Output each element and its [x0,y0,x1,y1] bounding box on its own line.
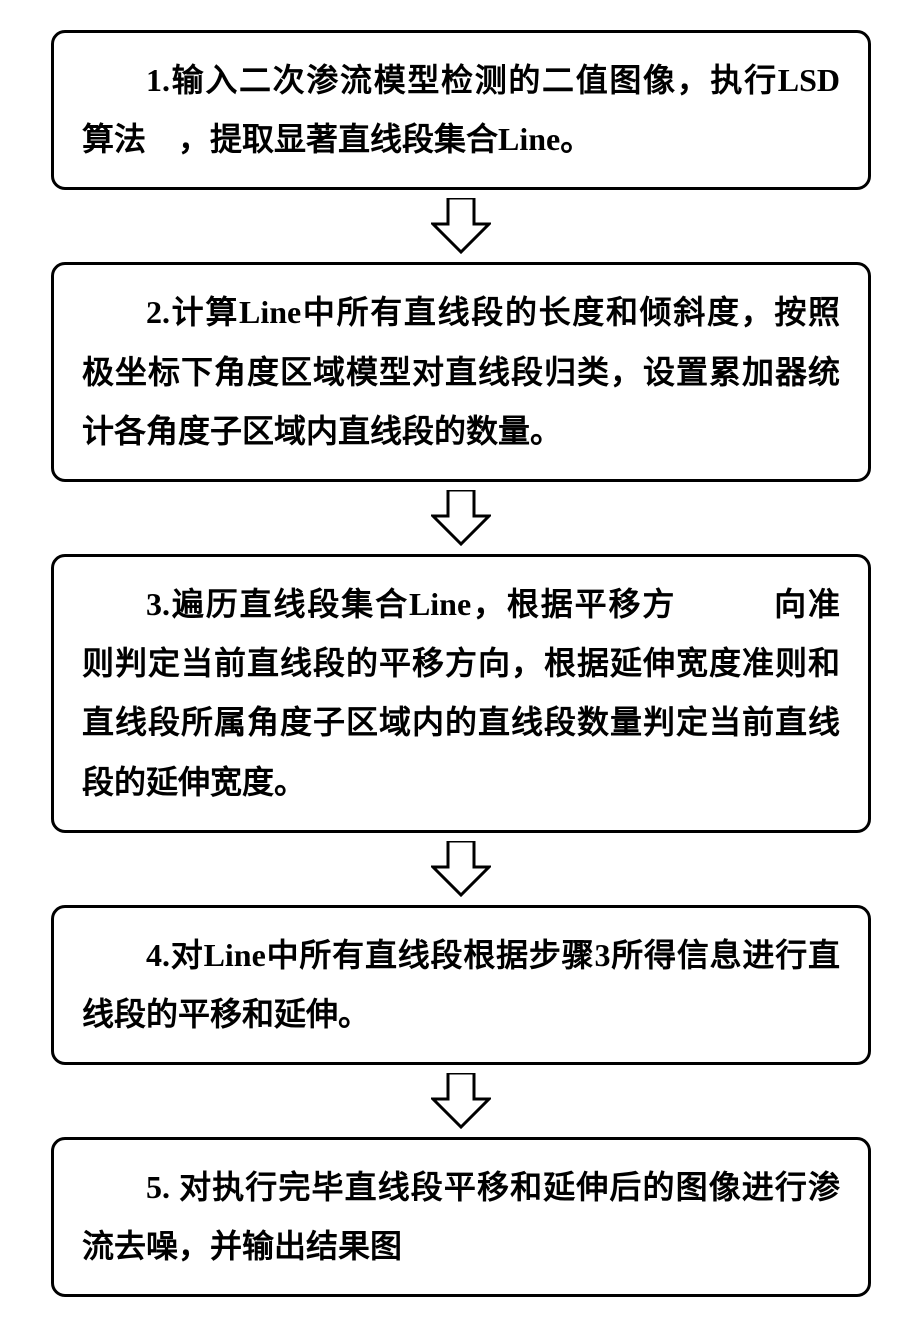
flow-step-2-text: 2.计算Line中所有直线段的长度和倾斜度，按照极坐标下角度区域模型对直线段归类… [82,294,840,448]
flow-step-1: 1.输入二次渗流模型检测的二值图像，执行LSD算法 ，提取显著直线段集合Line… [51,30,871,190]
arrow-4-5 [431,1073,491,1129]
flow-step-5: 5. 对执行完毕直线段平移和延伸后的图像进行渗流去噪，并输出结果图 [51,1137,871,1297]
arrow-1-2 [431,198,491,254]
flow-step-2: 2.计算Line中所有直线段的长度和倾斜度，按照极坐标下角度区域模型对直线段归类… [51,262,871,482]
arrow-3-4 [431,841,491,897]
flow-step-3-text: 3.遍历直线段集合Line，根据平移方 向准则判定当前直线段的平移方向，根据延伸… [82,575,840,812]
flow-step-3: 3.遍历直线段集合Line，根据平移方 向准则判定当前直线段的平移方向，根据延伸… [51,554,871,833]
arrow-2-3 [431,490,491,546]
flow-step-1-text: 1.输入二次渗流模型检测的二值图像，执行LSD算法 ，提取显著直线段集合Line… [82,62,840,157]
flowchart-container: 1.输入二次渗流模型检测的二值图像，执行LSD算法 ，提取显著直线段集合Line… [20,30,902,1297]
flow-step-4: 4.对Line中所有直线段根据步骤3所得信息进行直线段的平移和延伸。 [51,905,871,1065]
flow-step-4-text: 4.对Line中所有直线段根据步骤3所得信息进行直线段的平移和延伸。 [82,937,840,1032]
flow-step-5-text: 5. 对执行完毕直线段平移和延伸后的图像进行渗流去噪，并输出结果图 [82,1169,840,1264]
